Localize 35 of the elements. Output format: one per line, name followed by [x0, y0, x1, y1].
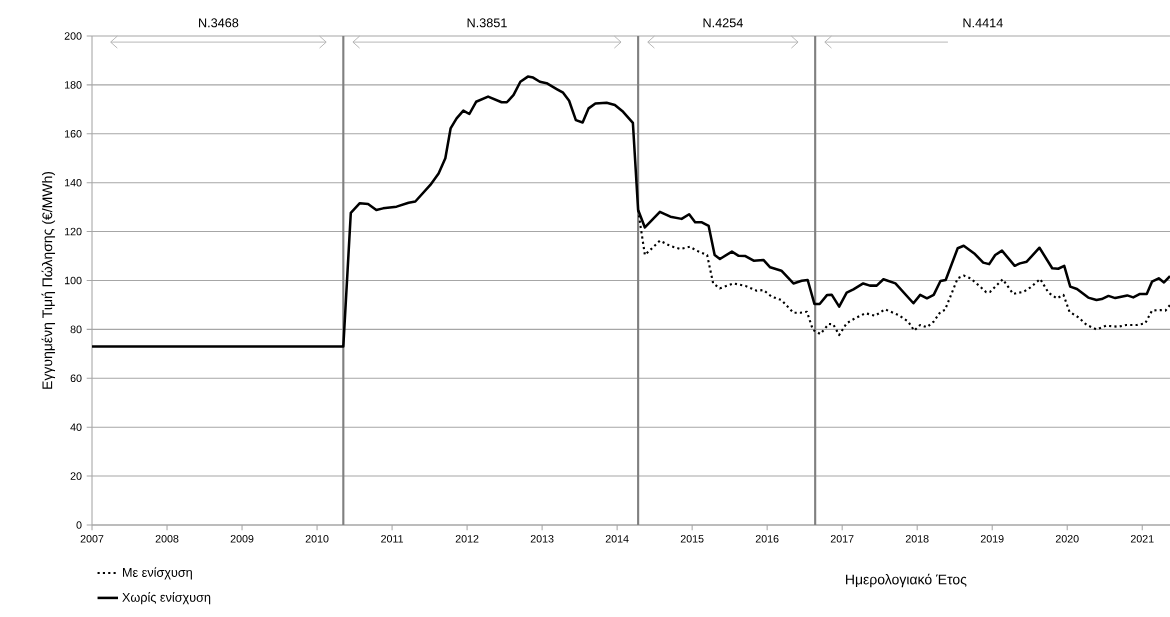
- y-tick-label: 160: [65, 130, 82, 138]
- x-tick-label: 2020: [1055, 535, 1079, 543]
- x-tick-label: 2014: [605, 535, 629, 543]
- legend-label: Χωρίς ενίσχυση: [122, 592, 211, 605]
- x-tick-label: 2021: [1130, 535, 1154, 543]
- x-tick-label: 2015: [680, 535, 704, 543]
- x-tick-label: 2007: [80, 535, 104, 543]
- x-tick-label: 2013: [530, 535, 554, 543]
- x-tick-label: 2009: [230, 535, 254, 543]
- x-tick-label: 2008: [155, 535, 179, 543]
- text: N.4414: [963, 18, 1003, 28]
- y-tick-label: 140: [65, 178, 82, 187]
- line-series: [90, 75, 1170, 348]
- y-tick-label: 0: [76, 521, 82, 529]
- y-tick-label: 20: [70, 472, 82, 480]
- y-tick-label: 120: [65, 227, 82, 236]
- x-tick-label: 2017: [830, 535, 854, 543]
- text: N.3468: [199, 18, 239, 28]
- x-tick-label: 2011: [381, 535, 404, 543]
- y-tick-label: 100: [65, 276, 82, 285]
- x-axis-title: Ημερολογιακό Έτος: [846, 573, 967, 588]
- y-tick-label: 200: [64, 32, 82, 40]
- y-axis-title: Εγγυημένη Τιμή Πώλησης (€/MWh): [41, 171, 56, 389]
- x-tick-label: 2019: [980, 535, 1004, 543]
- y-tick-label: 60: [70, 374, 82, 383]
- text: N.4254: [703, 18, 743, 28]
- x-tick-label: 2018: [905, 535, 929, 543]
- legend-label: Με ενίσχυση: [123, 567, 192, 580]
- x-tick-label: 2016: [755, 535, 779, 543]
- y-tick-label: 40: [70, 423, 82, 431]
- y-tick-label: 180: [65, 81, 82, 89]
- y-tick-label: 80: [70, 325, 82, 334]
- text: N.3851: [467, 18, 507, 28]
- x-tick-label: 2012: [455, 535, 479, 543]
- x-tick-label: 2010: [305, 535, 329, 543]
